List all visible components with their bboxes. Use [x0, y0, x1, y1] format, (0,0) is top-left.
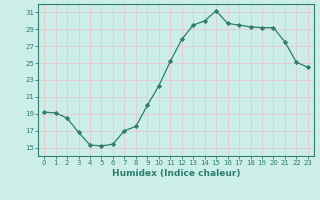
X-axis label: Humidex (Indice chaleur): Humidex (Indice chaleur)	[112, 169, 240, 178]
